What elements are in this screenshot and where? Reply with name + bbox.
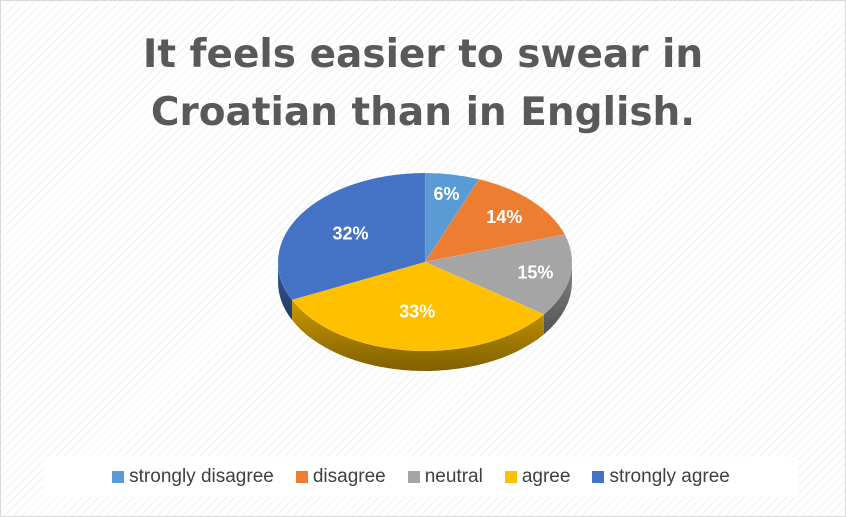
legend-item-strongly-disagree: strongly disagree xyxy=(112,466,274,488)
chart-title-line-1: It feels easier to swear in xyxy=(142,32,704,77)
pie-side-agree xyxy=(291,299,544,371)
legend-swatch-strongly-disagree xyxy=(112,471,125,483)
legend-item-strongly-agree: strongly agree xyxy=(592,466,730,488)
legend-item-agree: agree xyxy=(504,466,571,488)
pie-slice-strongly-agree xyxy=(277,172,426,301)
data-label-neutral: 15% xyxy=(517,263,553,283)
legend-label-disagree: disagree xyxy=(312,466,386,487)
legend-label-strongly-disagree: strongly disagree xyxy=(129,466,274,487)
chart-legend: strongly disagree disagree neutral agree str… xyxy=(44,457,798,497)
pie-slice-agree xyxy=(291,261,545,352)
legend-swatch-neutral xyxy=(407,471,420,483)
legend-item-neutral: neutral xyxy=(407,466,483,488)
chart-title: It feels easier to swear in Croatian tha… xyxy=(0,26,846,142)
pie-side-neutral xyxy=(543,262,572,335)
pie-data-labels: 6% 14% 15% 33% 32% xyxy=(333,184,554,322)
pie-slice-disagree xyxy=(424,178,566,263)
chart-title-line-2: Croatian than in English. xyxy=(150,90,696,135)
legend-swatch-disagree xyxy=(295,471,308,483)
pie-sides xyxy=(278,262,572,371)
pie-slice-neutral xyxy=(424,234,573,315)
data-label-disagree: 14% xyxy=(486,207,522,227)
pie-side-strongly-agree xyxy=(278,262,292,320)
legend-swatch-agree xyxy=(504,471,517,483)
pie-slices xyxy=(277,172,573,352)
legend-item-disagree: disagree xyxy=(295,466,386,488)
data-label-agree: 33% xyxy=(399,302,435,322)
data-label-strongly-agree: 32% xyxy=(333,223,369,243)
data-label-strongly-disagree: 6% xyxy=(433,184,459,204)
legend-swatch-strongly-agree xyxy=(592,471,605,483)
legend-label-agree: agree xyxy=(521,466,571,487)
legend-label-neutral: neutral xyxy=(424,466,483,487)
pie-slice-strongly-disagree xyxy=(424,172,480,263)
legend-label-strongly-agree: strongly agree xyxy=(609,466,730,487)
